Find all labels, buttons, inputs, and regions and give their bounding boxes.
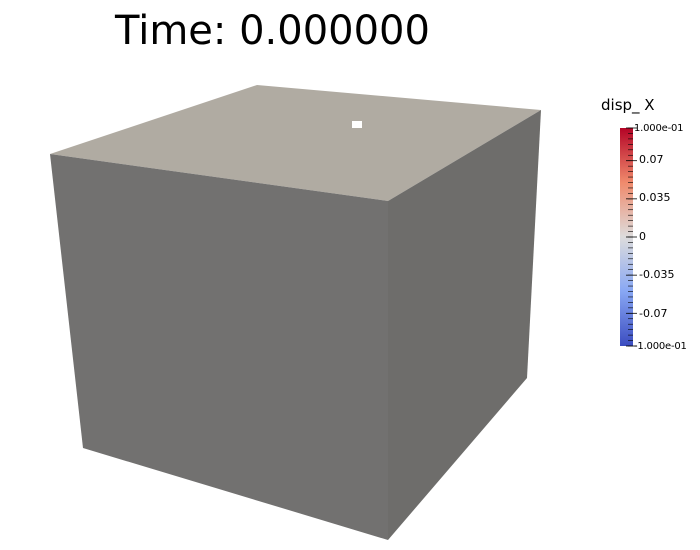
cube-mesh	[50, 85, 541, 540]
colorbar-label-max: 1.000e-01	[634, 123, 684, 134]
colorbar-label-0.07: 0.07	[639, 153, 664, 166]
time-annotation: Time: 0.000000	[115, 8, 430, 54]
top-face-marker	[352, 121, 362, 128]
cube-front-face	[50, 154, 388, 540]
colorbar-title: disp_ X	[601, 96, 655, 114]
colorbar-ticks	[626, 127, 637, 347]
colorbar-label-neg-0.035: -0.035	[639, 268, 675, 281]
colorbar-label-min: -1.000e-01	[634, 341, 687, 352]
cube-top-face	[50, 85, 541, 201]
colorbar-label-0.035: 0.035	[639, 191, 671, 204]
cube-right-face	[388, 110, 541, 540]
colorbar-label-neg-0.07: -0.07	[639, 307, 668, 320]
colorbar-label-0: 0	[639, 230, 646, 243]
